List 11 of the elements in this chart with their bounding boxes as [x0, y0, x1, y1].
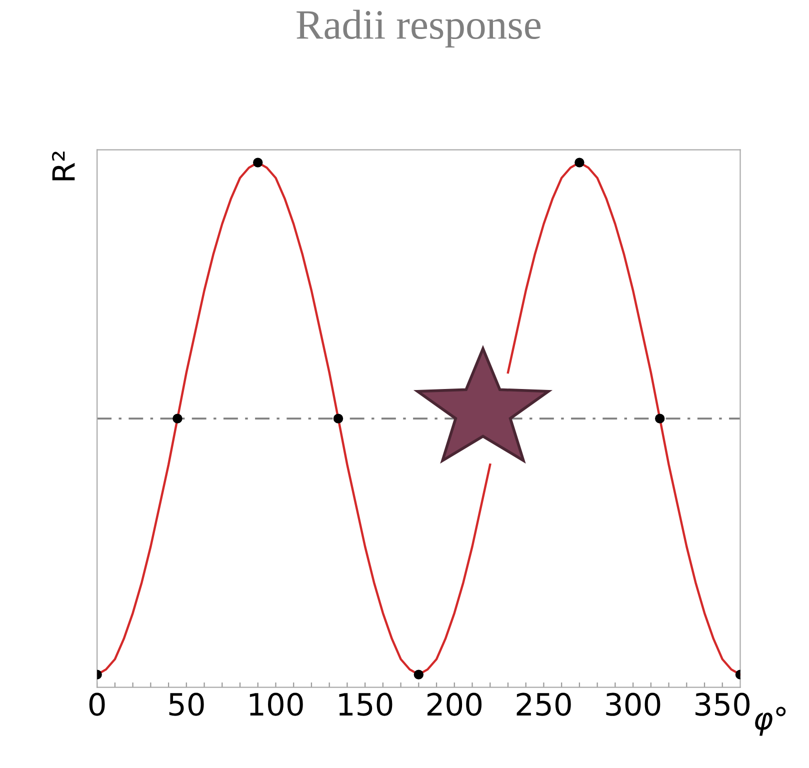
x-axis-title: φ° — [755, 706, 786, 736]
y-axis-title: R² — [52, 152, 75, 180]
chart-title: Radii response — [296, 10, 540, 48]
x-tick-label: 300 — [606, 692, 660, 716]
x-tick-label: 0 — [89, 692, 105, 716]
x-tick-label: 100 — [250, 692, 303, 716]
x-tick-label: 200 — [427, 692, 482, 716]
x-tick-label: 350 — [696, 692, 750, 716]
x-tick-label: 50 — [169, 692, 204, 716]
x-tick-label: 150 — [339, 692, 392, 716]
x-tick-label: 250 — [516, 692, 571, 716]
